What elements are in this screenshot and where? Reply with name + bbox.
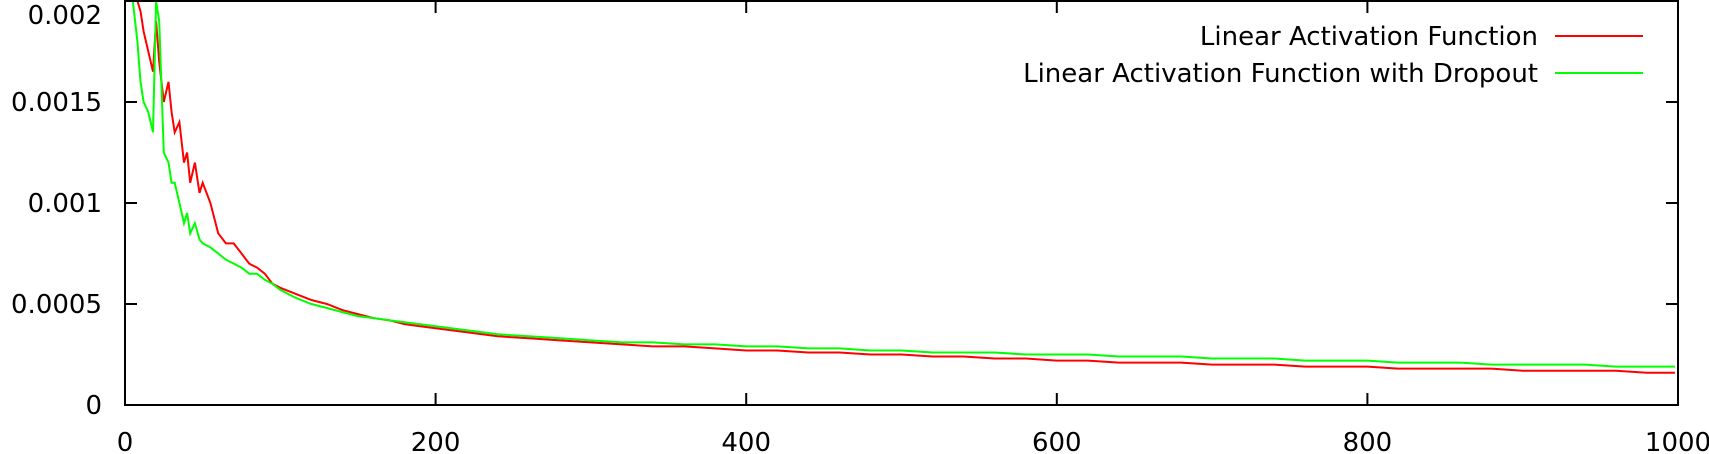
- legend-label-1: Linear Activation Function: [1200, 22, 1538, 52]
- y-tick-label: 0.002: [28, 1, 102, 31]
- y-tick-label: 0.0015: [11, 88, 102, 118]
- x-tick-label: 600: [1032, 428, 1082, 454]
- x-tick-label: 800: [1343, 428, 1393, 454]
- y-tick-label: 0: [85, 391, 102, 421]
- legend: Linear Activation Function Linear Activat…: [1023, 22, 1643, 89]
- x-tick-label: 200: [411, 428, 461, 454]
- x-tick-label: 0: [117, 428, 134, 454]
- y-tick-label: 0.0005: [11, 290, 102, 320]
- x-tick-label: 400: [721, 428, 771, 454]
- x-tick-label: 1000: [1645, 428, 1709, 454]
- series-line-2: [128, 0, 1675, 368]
- axis-tick-labels: 0 200 400 600 800 1000 0 0.0005 0.001 0.0015 0.002: [11, 1, 1709, 454]
- y-tick-label: 0.001: [28, 189, 102, 219]
- plot-frame: [124, 0, 1679, 406]
- plot-lines: [128, 0, 1675, 374]
- legend-label-2: Linear Activation Function with Dropout: [1023, 59, 1538, 89]
- series-line-1: [128, 0, 1675, 374]
